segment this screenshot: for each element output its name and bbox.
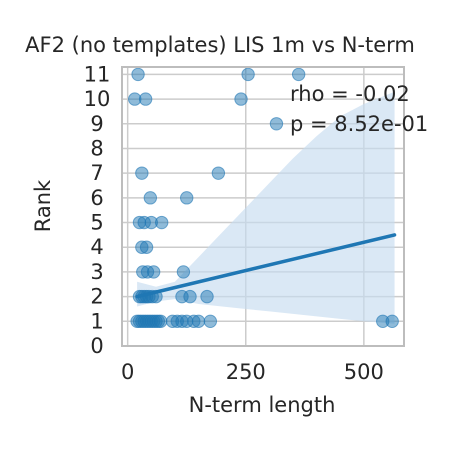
annotation-p: p = 8.52e-01 [290, 112, 428, 136]
data-point [131, 67, 145, 82]
points-layer [128, 67, 399, 329]
x-tick-label: 500 [344, 360, 384, 384]
data-point [385, 314, 399, 329]
y-tick-label: 11 [84, 62, 111, 86]
chart-title: AF2 (no templates) LIS 1m vs N-term [25, 33, 415, 57]
data-point [154, 314, 168, 329]
y-tick-label: 6 [90, 186, 103, 210]
data-point [234, 92, 248, 106]
data-point [191, 314, 206, 329]
x-tick-label: 250 [226, 360, 266, 384]
data-point [176, 265, 191, 279]
data-point [135, 166, 149, 180]
annotation-rho: rho = -0.02 [290, 82, 410, 106]
data-point [146, 265, 161, 279]
y-tick-label: 8 [90, 136, 103, 160]
data-point [211, 166, 226, 180]
data-point [143, 191, 158, 205]
x-tick-label: 0 [121, 360, 134, 384]
confidence-band [137, 91, 395, 324]
regression-layer [135, 233, 397, 299]
data-point [138, 92, 153, 106]
data-point [200, 289, 214, 304]
confidence-band-layer [137, 91, 395, 324]
x-tick-labels: 0 250 500 [121, 360, 384, 384]
data-point [291, 67, 306, 82]
data-point [139, 240, 154, 254]
y-axis-label: Rank [31, 179, 55, 232]
data-point [180, 191, 194, 205]
y-tick-label: 0 [90, 334, 103, 358]
data-point [203, 314, 218, 329]
y-tick-label: 2 [90, 285, 103, 309]
data-point [241, 67, 255, 82]
plot-frame [121, 66, 405, 347]
data-point [269, 117, 284, 131]
regression-line [135, 233, 397, 299]
y-tick-label: 9 [90, 112, 103, 136]
y-tick-label: 3 [90, 260, 103, 284]
y-tick-label: 4 [90, 235, 103, 259]
data-point [183, 289, 197, 304]
y-tick-label: 5 [90, 211, 103, 235]
y-tick-label: 10 [84, 87, 111, 111]
y-tick-label: 7 [90, 161, 103, 185]
y-tick-label: 1 [90, 309, 103, 333]
data-point [154, 215, 169, 230]
x-axis-label: N-term length [189, 393, 336, 417]
